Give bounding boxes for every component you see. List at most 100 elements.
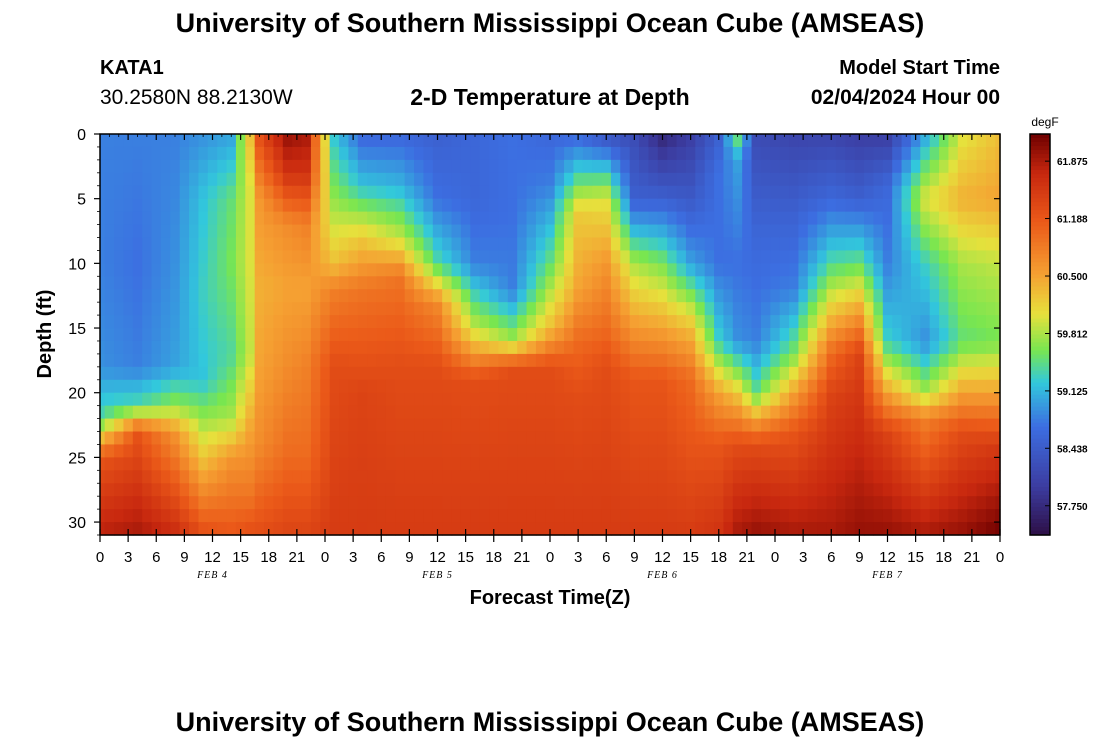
heatmap-cell bbox=[339, 496, 350, 510]
heatmap-cell bbox=[198, 366, 209, 381]
heatmap-cell bbox=[292, 146, 303, 161]
heatmap-cell bbox=[798, 418, 809, 433]
heatmap-cell bbox=[807, 366, 818, 381]
colorbar-segment bbox=[1030, 478, 1050, 484]
heatmap-cell bbox=[395, 250, 406, 264]
heatmap-cell bbox=[751, 405, 762, 420]
heatmap-cell bbox=[901, 263, 912, 277]
heatmap-cell bbox=[676, 237, 687, 252]
heatmap-cell bbox=[639, 302, 650, 316]
heatmap-cell bbox=[329, 392, 340, 407]
heatmap-cell bbox=[451, 159, 462, 174]
heatmap-cell bbox=[545, 457, 556, 471]
heatmap-cell bbox=[292, 172, 303, 187]
heatmap-cell bbox=[395, 509, 406, 523]
heatmap-cell bbox=[189, 185, 200, 200]
heatmap-cell bbox=[282, 457, 293, 471]
heatmap-cell bbox=[114, 172, 125, 187]
heatmap-cell bbox=[245, 315, 256, 329]
heatmap-cell bbox=[742, 522, 753, 536]
heatmap-cell bbox=[910, 134, 921, 148]
heatmap-cell bbox=[714, 302, 725, 316]
heatmap-cell bbox=[395, 172, 406, 187]
heatmap-cell bbox=[301, 224, 312, 239]
heatmap-cell bbox=[526, 379, 537, 394]
heatmap-cell bbox=[704, 470, 715, 484]
heatmap-cell bbox=[985, 431, 996, 446]
heatmap-cell bbox=[235, 263, 246, 277]
heatmap-cell bbox=[104, 224, 115, 239]
heatmap-cell bbox=[835, 172, 846, 187]
heatmap-cell bbox=[920, 146, 931, 161]
heatmap-cell bbox=[254, 379, 265, 394]
heatmap-cell bbox=[826, 146, 837, 161]
heatmap-cell bbox=[282, 250, 293, 264]
colorbar-segment bbox=[1030, 234, 1050, 239]
heatmap-cell bbox=[742, 185, 753, 200]
heatmap-cell bbox=[170, 431, 181, 446]
colorbar-segment bbox=[1030, 266, 1050, 271]
heatmap-cell bbox=[929, 509, 940, 523]
heatmap-cell bbox=[939, 392, 950, 407]
heatmap-cell bbox=[189, 418, 200, 433]
heatmap-cell bbox=[498, 328, 509, 342]
heatmap-cell bbox=[845, 198, 856, 213]
heatmap-cell bbox=[479, 328, 490, 342]
heatmap-cell bbox=[985, 198, 996, 213]
heatmap-cell bbox=[695, 172, 706, 187]
heatmap-cell bbox=[676, 159, 687, 174]
colorbar-segment bbox=[1030, 418, 1050, 424]
heatmap-cell bbox=[151, 185, 162, 200]
heatmap-cell bbox=[704, 366, 715, 381]
heatmap-cell bbox=[498, 172, 509, 187]
heatmap-cell bbox=[760, 276, 771, 290]
heatmap-cell bbox=[620, 418, 631, 433]
heatmap-cell bbox=[648, 289, 659, 303]
heatmap-cell bbox=[104, 353, 115, 368]
heatmap-cell bbox=[282, 224, 293, 239]
heatmap-cell bbox=[751, 470, 762, 484]
heatmap-cell bbox=[714, 185, 725, 200]
heatmap-cell bbox=[310, 185, 321, 200]
colorbar-segment bbox=[1030, 258, 1050, 263]
heatmap-cell bbox=[779, 444, 790, 458]
colorbar-label: 59.812 bbox=[1057, 329, 1088, 340]
heatmap-cell bbox=[939, 457, 950, 471]
heatmap-cell bbox=[564, 457, 575, 471]
heatmap-cell bbox=[414, 250, 425, 264]
heatmap-cell bbox=[657, 224, 668, 239]
heatmap-cell bbox=[526, 250, 537, 264]
heatmap-cell bbox=[760, 302, 771, 316]
heatmap-cell bbox=[657, 302, 668, 316]
heatmap-cell bbox=[451, 353, 462, 368]
heatmap-cell bbox=[882, 263, 893, 277]
heatmap-cell bbox=[610, 444, 621, 458]
heatmap-cell bbox=[798, 146, 809, 161]
colorbar-segment bbox=[1030, 286, 1050, 291]
heatmap-cell bbox=[498, 522, 509, 536]
heatmap-cell bbox=[601, 353, 612, 368]
heatmap-cell bbox=[357, 146, 368, 161]
heatmap-cell bbox=[170, 250, 181, 264]
heatmap-cell bbox=[920, 134, 931, 148]
heatmap-cell bbox=[648, 185, 659, 200]
heatmap-cell bbox=[151, 457, 162, 471]
colorbar-segment bbox=[1030, 430, 1050, 436]
heatmap-cell bbox=[282, 509, 293, 523]
heatmap-cell bbox=[264, 470, 275, 484]
heatmap-cell bbox=[517, 340, 528, 355]
heatmap-cell bbox=[273, 315, 284, 329]
heatmap-cell bbox=[517, 444, 528, 458]
heatmap-cell bbox=[376, 134, 387, 148]
heatmap-cell bbox=[104, 431, 115, 446]
heatmap-cell bbox=[629, 224, 640, 239]
heatmap-cell bbox=[564, 328, 575, 342]
heatmap-cell bbox=[526, 224, 537, 239]
heatmap-cell bbox=[854, 315, 865, 329]
heatmap-cell bbox=[517, 315, 528, 329]
heatmap-cell bbox=[620, 276, 631, 290]
heatmap-cell bbox=[554, 444, 565, 458]
heatmap-cell bbox=[976, 496, 987, 510]
heatmap-cell bbox=[639, 172, 650, 187]
heatmap-cell bbox=[573, 146, 584, 161]
